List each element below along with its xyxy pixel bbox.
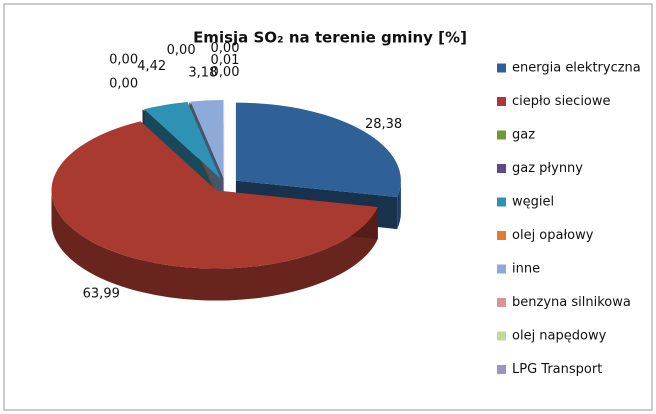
legend-label: LPG Transport: [512, 362, 602, 377]
legend-swatch: [497, 298, 506, 307]
slice: [189, 101, 223, 179]
legend-swatch: [497, 264, 506, 274]
legend-swatch: [497, 197, 506, 207]
legend-swatch: [497, 97, 506, 106]
data-label: 0,00: [109, 77, 138, 92]
legend-swatch: [497, 365, 506, 374]
legend-label: olej opałowy: [512, 228, 594, 243]
slice: [190, 100, 224, 179]
data-label: 0,00: [211, 41, 240, 56]
legend-label: gaz: [512, 128, 535, 143]
legend-swatch: [497, 231, 506, 240]
slice: [51, 121, 378, 269]
data-label: 63,99: [83, 286, 120, 301]
data-label: 0,00: [109, 53, 138, 68]
data-label: 4,42: [137, 59, 166, 74]
legend-label: węgiel: [512, 195, 554, 210]
slice-side: [51, 190, 378, 301]
slice: [142, 109, 219, 179]
data-label: 3,18: [188, 66, 217, 81]
legend-label: inne: [512, 262, 540, 277]
legend-swatch: [497, 130, 506, 140]
chart-title: Emisja SO₂ na terenie gminy [%]: [193, 29, 467, 47]
data-label: 0,00: [211, 65, 240, 80]
legend-label: ciepło sieciowe: [512, 94, 611, 109]
legend-label: benzyna silnikowa: [512, 295, 631, 310]
data-label: 28,38: [365, 117, 402, 132]
legend-label: olej napędowy: [512, 329, 607, 344]
slice: [144, 101, 221, 179]
data-label: 0,01: [210, 53, 239, 68]
slice-side: [397, 180, 401, 230]
data-label: 0,00: [167, 43, 196, 58]
legend-label: energia elektryczna: [512, 61, 641, 76]
legend-swatch: [497, 164, 506, 173]
legend-swatch: [497, 331, 506, 341]
legend-swatch: [497, 63, 506, 73]
legend-label: gaz płynny: [512, 161, 583, 176]
slice: [235, 102, 401, 198]
